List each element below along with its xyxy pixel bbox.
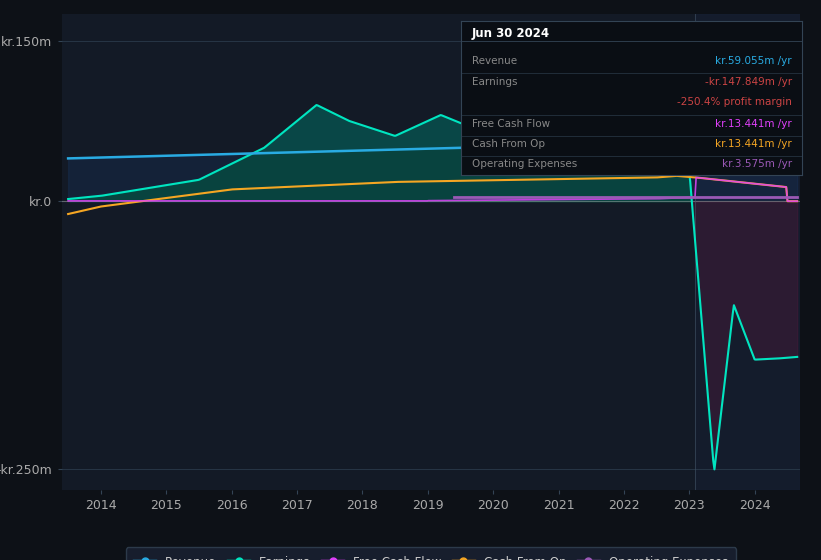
Text: Earnings: Earnings [471,77,517,87]
Text: kr.13.441m /yr: kr.13.441m /yr [715,119,792,129]
Text: Revenue: Revenue [471,56,516,66]
Text: kr.13.441m /yr: kr.13.441m /yr [715,139,792,149]
Text: -250.4% profit margin: -250.4% profit margin [677,97,792,108]
Text: Operating Expenses: Operating Expenses [471,159,577,169]
Legend: Revenue, Earnings, Free Cash Flow, Cash From Op, Operating Expenses: Revenue, Earnings, Free Cash Flow, Cash … [126,547,736,560]
Text: kr.3.575m /yr: kr.3.575m /yr [722,159,792,169]
Bar [695,14,800,490]
Text: kr.59.055m /yr: kr.59.055m /yr [715,56,792,66]
Text: Free Cash Flow: Free Cash Flow [471,119,550,129]
Text: Cash From Op: Cash From Op [471,139,544,149]
Text: -kr.147.849m /yr: -kr.147.849m /yr [704,77,792,87]
Text: Jun 30 2024: Jun 30 2024 [471,27,550,40]
